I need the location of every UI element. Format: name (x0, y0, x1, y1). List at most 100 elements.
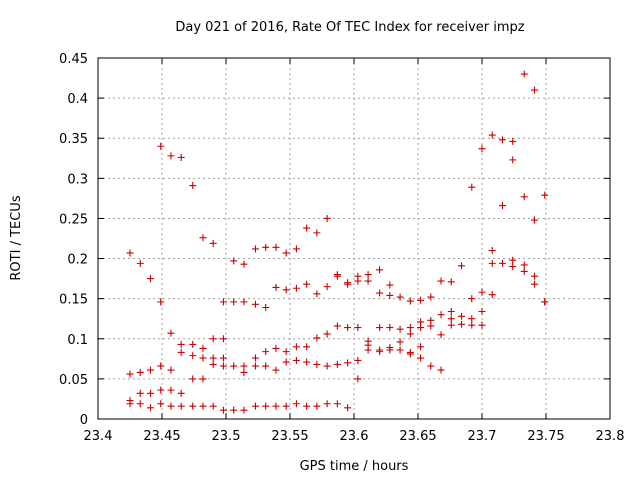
data-point (437, 277, 445, 285)
data-point (282, 348, 290, 356)
data-point (282, 402, 290, 410)
data-point (282, 358, 290, 366)
x-tick-label: 23.45 (143, 429, 180, 444)
data-point (272, 283, 280, 291)
data-point (189, 182, 197, 190)
data-point (240, 298, 248, 306)
data-point (396, 338, 404, 346)
data-point (303, 343, 311, 351)
data-point (509, 263, 517, 271)
data-point (427, 293, 435, 301)
data-point (333, 360, 341, 368)
data-point (230, 362, 238, 370)
data-point (157, 362, 165, 370)
data-point (240, 368, 248, 376)
data-point (251, 300, 259, 308)
data-point (251, 402, 259, 410)
data-point (354, 375, 362, 383)
data-point (230, 406, 238, 414)
data-point (323, 214, 331, 222)
data-point (437, 331, 445, 339)
data-point (303, 402, 311, 410)
data-point (427, 322, 435, 330)
data-point (509, 137, 517, 145)
data-point (136, 400, 144, 408)
data-point (313, 290, 321, 298)
data-point (157, 142, 165, 150)
data-point (167, 366, 175, 374)
data-point (488, 131, 496, 139)
data-point (251, 362, 259, 370)
data-point (199, 234, 207, 242)
data-point (458, 262, 466, 270)
data-point (541, 298, 549, 306)
data-point (189, 340, 197, 348)
chart-title: Day 021 of 2016, Rate Of TEC Index for r… (175, 20, 524, 35)
data-point (136, 389, 144, 397)
data-point (303, 280, 311, 288)
data-point (219, 335, 227, 343)
data-point (417, 296, 425, 304)
data-point (167, 386, 175, 394)
data-point (126, 249, 134, 257)
data-point (468, 183, 476, 191)
data-point (417, 354, 425, 362)
data-point (447, 308, 455, 316)
data-point (262, 243, 270, 251)
y-tick-label: 0.05 (59, 373, 88, 388)
data-point (146, 366, 154, 374)
data-point (146, 389, 154, 397)
data-point (219, 406, 227, 414)
x-tick-label: 23.75 (527, 429, 564, 444)
y-tick-label: 0.4 (67, 92, 88, 107)
data-point (437, 311, 445, 319)
data-point (520, 70, 528, 78)
grid-lines (98, 58, 610, 419)
data-point (509, 256, 517, 264)
data-point (333, 272, 341, 280)
data-point (177, 153, 185, 161)
data-point (427, 362, 435, 370)
data-point (167, 152, 175, 160)
data-point (262, 362, 270, 370)
x-tick-label: 23.5 (212, 429, 241, 444)
data-point (509, 156, 517, 164)
data-point (251, 245, 259, 253)
data-point (458, 320, 466, 328)
data-point (177, 389, 185, 397)
data-point (136, 368, 144, 376)
data-point (376, 324, 384, 332)
data-point (292, 400, 300, 408)
data-point (219, 354, 227, 362)
data-point (468, 295, 476, 303)
data-point (272, 366, 280, 374)
data-point (530, 86, 538, 94)
data-point (146, 404, 154, 412)
data-point (240, 260, 248, 268)
y-axis-label: ROTI / TECUs (9, 195, 24, 280)
y-tick-label: 0.45 (59, 52, 88, 67)
y-tick-label: 0.2 (67, 253, 88, 268)
data-point (364, 271, 372, 279)
y-tick-label: 0.35 (59, 132, 88, 147)
data-point (323, 400, 331, 408)
data-point (209, 239, 217, 247)
data-point (376, 289, 384, 297)
data-point (520, 267, 528, 275)
data-point (282, 286, 290, 294)
data-point (437, 366, 445, 374)
data-point (230, 298, 238, 306)
data-point (354, 324, 362, 332)
data-point (313, 334, 321, 342)
data-point (199, 375, 207, 383)
data-point (323, 283, 331, 291)
data-point (488, 247, 496, 255)
data-point (386, 324, 394, 332)
data-point (344, 280, 352, 288)
x-tick-label: 23.55 (271, 429, 308, 444)
data-point (406, 350, 414, 358)
axis-ticks: 23.4 23.45 23.5 23.55 23.6 23.65 23.7 23.75 23.8… (59, 52, 624, 444)
data-point (199, 402, 207, 410)
data-point (354, 277, 362, 285)
